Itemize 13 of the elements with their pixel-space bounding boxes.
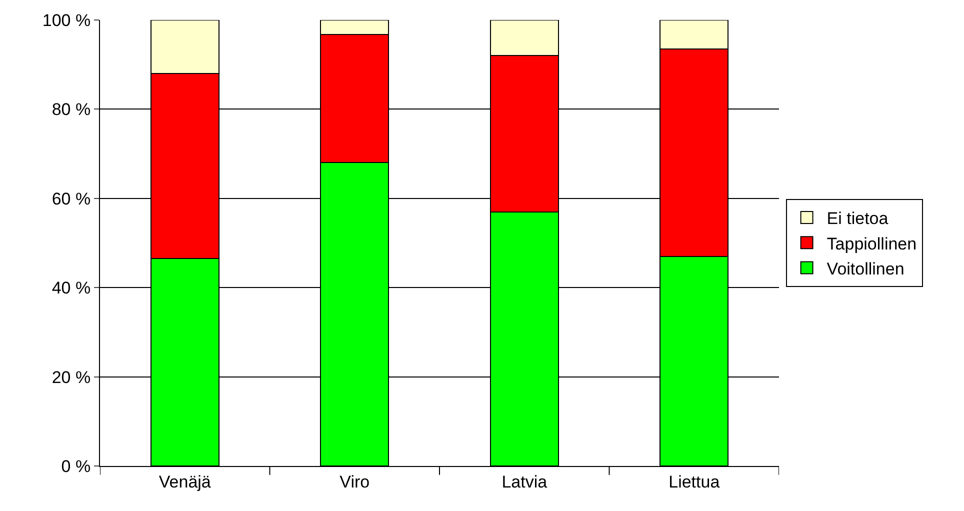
x-tick-label: Venäjä — [158, 472, 212, 492]
y-tick-label: 60 % — [52, 189, 91, 208]
legend-label: Voitollinen — [826, 259, 904, 278]
y-tick-label: 20 % — [52, 368, 91, 387]
x-tick-label: Viro — [340, 472, 370, 492]
y-tick-label: 100 % — [42, 10, 91, 30]
legend-label: Ei tietoa — [826, 209, 889, 228]
y-tick-label: 40 % — [52, 278, 91, 298]
x-tick-label: Latvia — [502, 472, 548, 492]
y-tick-label: 80 % — [52, 100, 91, 120]
x-tick-label: Liettua — [668, 472, 720, 492]
legend-label: Tappiollinen — [826, 234, 917, 254]
y-tick-label: 0 % — [61, 456, 91, 476]
